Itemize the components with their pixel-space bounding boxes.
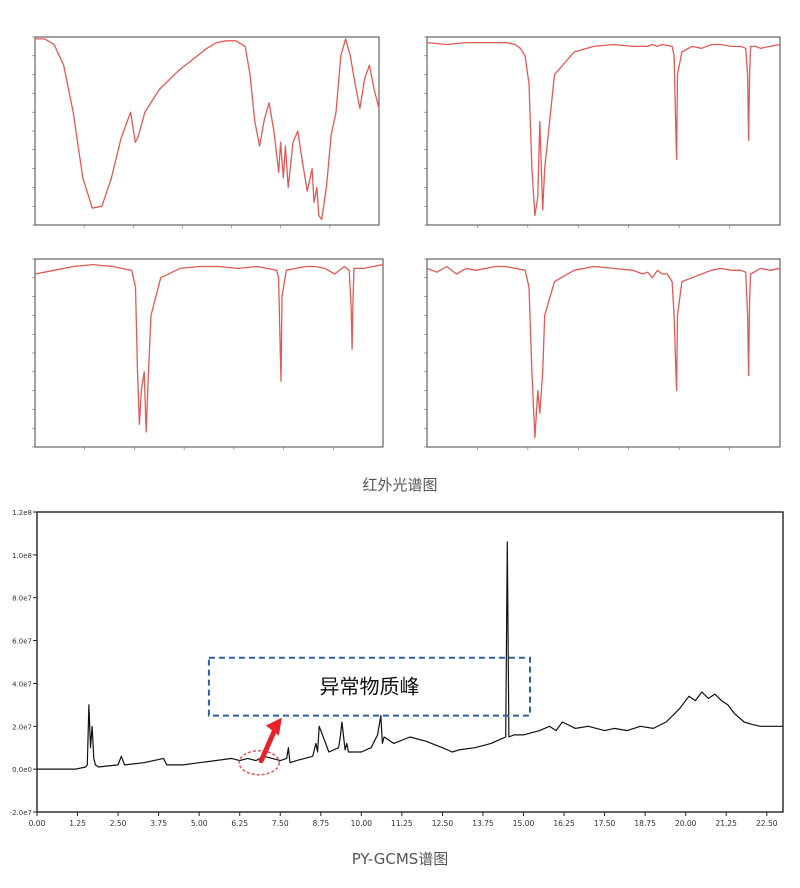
gcms-x-tick-label: 20.00 <box>675 819 697 828</box>
gcms-x-tick-label: 18.75 <box>634 819 656 828</box>
ir-series-line-2 <box>426 41 781 217</box>
gcms-series-line <box>37 541 783 770</box>
gcms-plot-frame <box>36 511 784 813</box>
ir-chart-1-svg <box>32 36 380 228</box>
gcms-x-tick-label: 12.50 <box>432 819 454 828</box>
gcms-y-tick-label: 8.0e7 <box>12 595 32 603</box>
gcms-x-tick-label: 17.50 <box>594 819 616 828</box>
gcms-chart: -2.0e7 0.0e0 2.0e7 4.0e7 6.0e7 8.0e7 1.0e8 1.2e… <box>0 500 800 830</box>
ir-caption: 红外光谱图 <box>362 476 438 494</box>
gcms-y-tick-label: 6.0e7 <box>12 638 32 646</box>
gcms-x-tick-label: 7.50 <box>272 819 289 828</box>
gcms-caption: PY-GCMS谱图 <box>351 850 449 868</box>
ir-series-line-4 <box>426 265 781 439</box>
ir-chart-4-svg <box>424 258 781 450</box>
ir-chart-2 <box>397 33 782 241</box>
gcms-x-tick-label: 11.25 <box>391 819 413 828</box>
ir-plot-frame <box>34 36 380 226</box>
annotation-box <box>207 656 532 717</box>
ir-chart-3 <box>5 255 385 463</box>
ir-plot-frame <box>426 36 781 226</box>
ir-chart-3-svg <box>32 258 384 450</box>
gcms-x-tick-label: 13.75 <box>472 819 494 828</box>
gcms-y-tick-label: 1.2e8 <box>12 509 32 517</box>
gcms-x-tick-label: 6.25 <box>231 819 248 828</box>
annotation-arrow-head <box>265 717 282 736</box>
ir-series-line-3 <box>34 263 384 433</box>
gcms-x-tick-label: 15.00 <box>513 819 535 828</box>
gcms-y-tick-label: 1.0e8 <box>12 552 32 560</box>
gcms-x-tick-label: 3.75 <box>150 819 167 828</box>
gcms-x-tick-label: 22.50 <box>756 819 778 828</box>
ir-plot-frame <box>34 258 384 448</box>
gcms-x-tick-label: 2.50 <box>110 819 127 828</box>
gcms-y-tick-label: 0.0e0 <box>12 766 32 774</box>
gcms-x-tick-label: 8.75 <box>312 819 329 828</box>
gcms-chart-svg: -2.0e7 0.0e0 2.0e7 4.0e7 6.0e7 8.0e7 1.0e8 1.2e… <box>10 509 784 828</box>
gcms-x-tick-label: 0.00 <box>29 819 46 828</box>
ir-plot-frame <box>426 258 781 448</box>
ir-chart-4 <box>397 255 782 463</box>
gcms-x-tick-label: 1.25 <box>69 819 86 828</box>
ir-series-line-1 <box>35 38 380 221</box>
gcms-y-tick-label: -2.0e7 <box>10 809 32 817</box>
annotation-arrow-shaft <box>258 725 279 764</box>
annotation-label: 异常物质峰 <box>319 675 419 699</box>
gcms-x-tick-label: 16.25 <box>553 819 575 828</box>
gcms-x-tick-label: 10.00 <box>351 819 373 828</box>
ir-chart-1 <box>5 33 381 241</box>
gcms-x-tick-label: 5.00 <box>191 819 208 828</box>
gcms-y-tick-label: 4.0e7 <box>12 680 32 688</box>
gcms-x-tick-label: 21.25 <box>715 819 737 828</box>
annotation-circle <box>238 749 280 776</box>
gcms-y-tick-label: 2.0e7 <box>12 723 32 731</box>
ir-chart-2-svg <box>424 36 781 228</box>
